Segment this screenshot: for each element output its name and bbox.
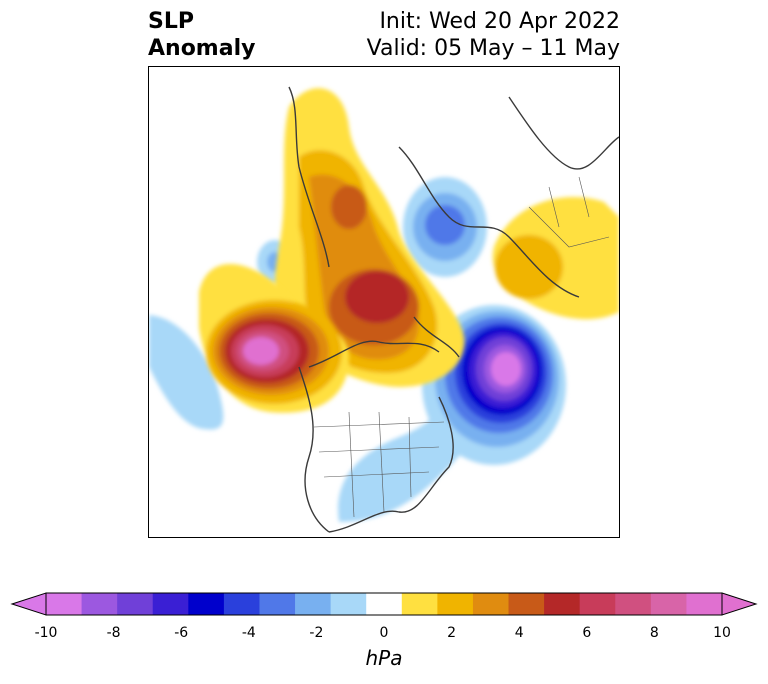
title-variable-line1: SLP [148,9,194,34]
init-date: Init: Wed 20 Apr 2022 [379,9,620,34]
colorbar-segment [366,593,403,615]
colorbar [10,592,758,616]
colorbar-segment [295,593,332,615]
colorbar-tick-label: 8 [649,625,659,641]
arctic-high [274,88,465,388]
colorbar-tick-label: -10 [34,625,58,641]
eastern-us-low [338,352,485,522]
colorbar-tick-label: 10 [713,625,731,641]
colorbar-segment [81,593,118,615]
colorbar-tick-label: -6 [174,625,189,641]
colorbar-segment [46,593,83,615]
colorbar-border [45,592,723,616]
siberian-low [403,177,487,277]
colorbar-segment [437,593,474,615]
colorbar-segment [686,593,723,615]
colorbar-extend-min [10,592,47,616]
colorbar-tick-label: -4 [241,625,256,641]
colorbar-tick-label: 2 [447,625,457,641]
alaska-high [199,264,349,413]
colorbar-tick-label: -8 [106,625,121,641]
coastlines [288,86,619,533]
colorbar-tick-label: -2 [309,625,324,641]
title-variable-line2: Anomaly [148,36,256,61]
colorbar-segment [615,593,652,615]
colorbar-segment [152,593,189,615]
colorbar-tick-label: 0 [379,625,389,641]
colorbar-segment [544,593,581,615]
colorbar-tick-label: 4 [514,625,524,641]
colorbar-segment [188,593,225,615]
colorbar-tick-label: 6 [582,625,592,641]
eurasia-high [492,197,619,320]
colorbar-segment [472,593,510,615]
pacific-low-area [149,315,224,430]
colorbar-unit-label: hPa [365,646,403,670]
colorbar-segment [401,593,438,615]
colorbar-segment [650,593,687,615]
map-canvas [149,86,619,533]
colorbar-segment [259,593,296,615]
colorbar-segment [117,593,154,615]
colorbar-segment [330,593,367,615]
map-dates: Init: Wed 20 Apr 2022 Valid: 05 May – 11… [367,8,620,62]
colorbar-extend-max [721,592,758,616]
colorbar-segment [223,593,260,615]
valid-range: Valid: 05 May – 11 May [366,36,620,61]
colorbar-segment [579,593,616,615]
colorbar-segment [508,593,545,615]
map-title: SLP Anomaly [148,8,255,62]
state-borders [313,176,610,518]
anomaly-map [148,66,620,538]
